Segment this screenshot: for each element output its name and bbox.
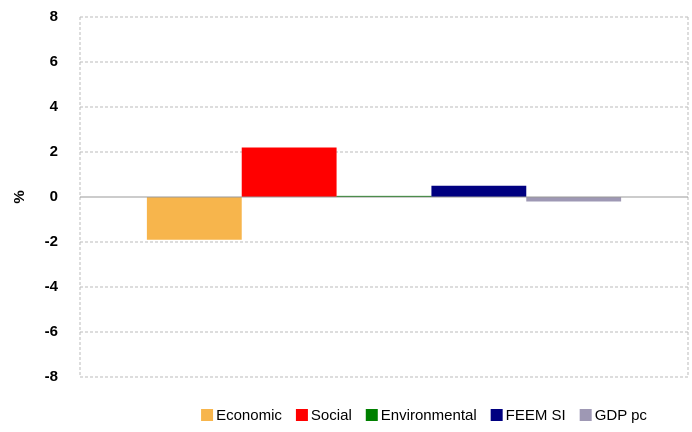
legend-label: Economic — [216, 407, 282, 424]
legend-swatch — [365, 409, 378, 421]
y-tick-label: 0 — [50, 188, 58, 205]
bar — [146, 197, 242, 240]
bar — [336, 195, 432, 197]
y-tick-label: 6 — [50, 53, 58, 70]
legend-label: Social — [311, 407, 352, 424]
bar — [241, 147, 337, 197]
y-tick-label: -8 — [45, 368, 58, 385]
legend-swatch — [579, 409, 592, 421]
legend-label: Environmental — [381, 407, 477, 424]
y-tick-label: 4 — [50, 98, 59, 115]
legend-swatch — [295, 409, 308, 421]
legend-swatch — [490, 409, 503, 421]
legend-label: GDP pc — [595, 407, 648, 424]
y-tick-label: -4 — [45, 278, 59, 295]
y-tick-label: -6 — [45, 323, 58, 340]
bar — [431, 185, 527, 197]
y-axis-label: % — [11, 190, 28, 203]
y-tick-label: 2 — [50, 143, 58, 160]
y-tick-label: -2 — [45, 233, 58, 250]
bar — [526, 197, 622, 202]
legend-label: FEEM SI — [506, 407, 566, 424]
legend-swatch — [201, 409, 214, 421]
y-tick-label: 8 — [50, 8, 58, 25]
